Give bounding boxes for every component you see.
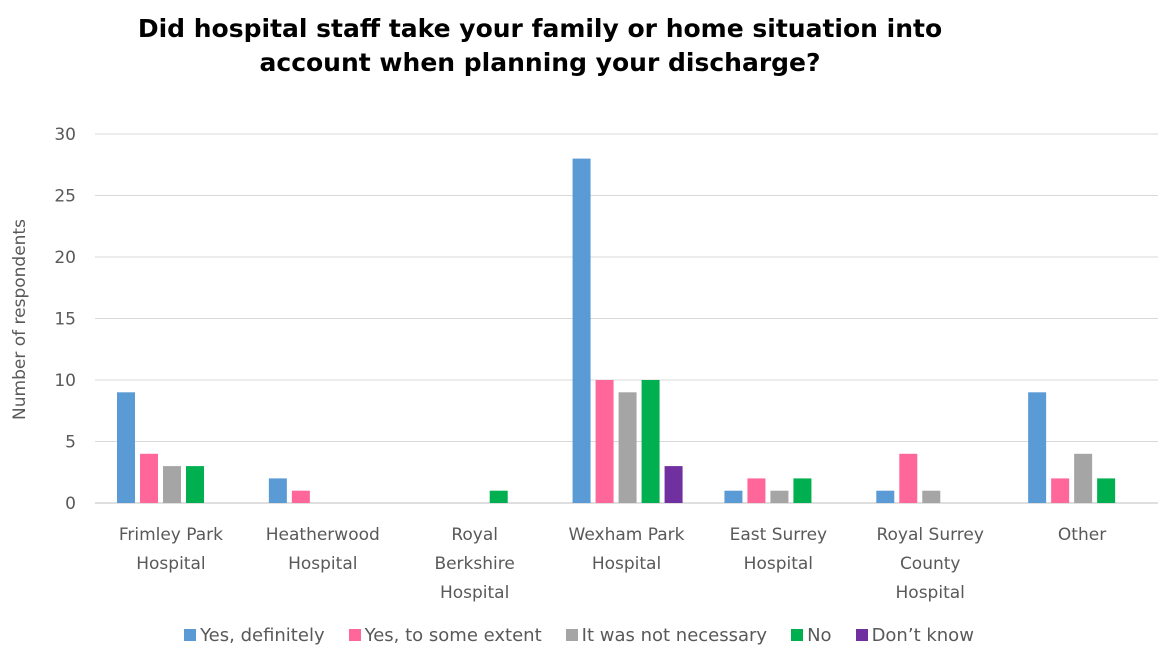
y-axis-label: Number of respondents — [10, 219, 30, 420]
x-tick-label: Hospital — [896, 583, 965, 603]
legend-swatch — [348, 629, 361, 641]
bar — [747, 478, 766, 503]
legend-item: Don’t know — [855, 624, 974, 646]
chart-title: Did hospital staff take your family or h… — [0, 12, 1080, 80]
chart-title-line-1: Did hospital staff take your family or h… — [137, 14, 943, 43]
legend-swatch — [855, 629, 868, 641]
x-tick-label: Heatherwood — [266, 525, 380, 545]
legend-swatch — [565, 629, 578, 641]
x-tick-label: Hospital — [136, 554, 205, 574]
legend-label: Yes, to some extent — [364, 624, 542, 646]
bar — [572, 158, 591, 503]
legend-label: It was not necessary — [581, 624, 768, 646]
bar — [117, 392, 135, 503]
x-tick-label: Wexham Park — [569, 525, 685, 545]
bar — [641, 380, 660, 503]
bar — [618, 392, 637, 503]
bar — [140, 453, 158, 503]
bar — [1097, 478, 1116, 503]
x-tick-label: East Surrey — [730, 525, 827, 545]
y-tick-label: 30 — [54, 125, 76, 145]
bar — [291, 490, 310, 503]
legend-item: No — [791, 624, 832, 646]
bar — [595, 380, 614, 503]
x-tick-label: Royal Surrey — [876, 525, 983, 545]
x-tick-label: Hospital — [592, 554, 661, 574]
bar — [163, 466, 181, 503]
legend-item: It was not necessary — [565, 624, 768, 646]
chart-title-line-2: account when planning your discharge? — [259, 48, 821, 77]
y-tick-label: 5 — [65, 433, 76, 453]
y-tick-label: 25 — [54, 187, 76, 207]
legend-item: Yes, definitely — [184, 625, 325, 646]
bar — [1028, 392, 1047, 503]
x-tick-label: Hospital — [744, 554, 813, 574]
bar-chart: 0 5 10 15 20 25 30 Number of respondents Frimley… — [10, 125, 1158, 603]
x-tick-label: Hospital — [288, 554, 357, 574]
bar — [899, 453, 918, 503]
bar — [724, 490, 743, 503]
x-tick-label: Hospital — [440, 583, 509, 603]
y-tick-label: 20 — [54, 248, 76, 268]
bar — [268, 478, 287, 503]
y-tick-label: 0 — [65, 494, 76, 514]
x-tick-label: Frimley Park — [119, 525, 223, 545]
chart-legend: Yes, definitely Yes, to some extent It was… — [0, 620, 1158, 650]
x-tick-label: Berkshire — [434, 554, 514, 574]
legend-swatch — [184, 629, 197, 641]
x-tick-label: County — [900, 554, 961, 574]
legend-label: Yes, definitely — [200, 624, 325, 646]
bar — [489, 490, 508, 503]
legend-swatch — [791, 629, 804, 641]
legend-label: Don’t know — [871, 624, 974, 646]
bar — [1051, 478, 1070, 503]
bar — [186, 466, 204, 503]
x-tick-label: Royal — [451, 525, 498, 545]
x-tick-label: Other — [1058, 525, 1106, 545]
bar — [664, 466, 683, 503]
legend-label: No — [807, 624, 832, 646]
y-tick-label: 10 — [54, 371, 76, 391]
bar — [793, 478, 812, 503]
y-tick-label: 15 — [54, 310, 76, 330]
bar — [1074, 453, 1093, 503]
bar — [922, 490, 941, 503]
bar — [876, 490, 895, 503]
bar — [770, 490, 789, 503]
legend-item: Yes, to some extent — [348, 624, 542, 646]
